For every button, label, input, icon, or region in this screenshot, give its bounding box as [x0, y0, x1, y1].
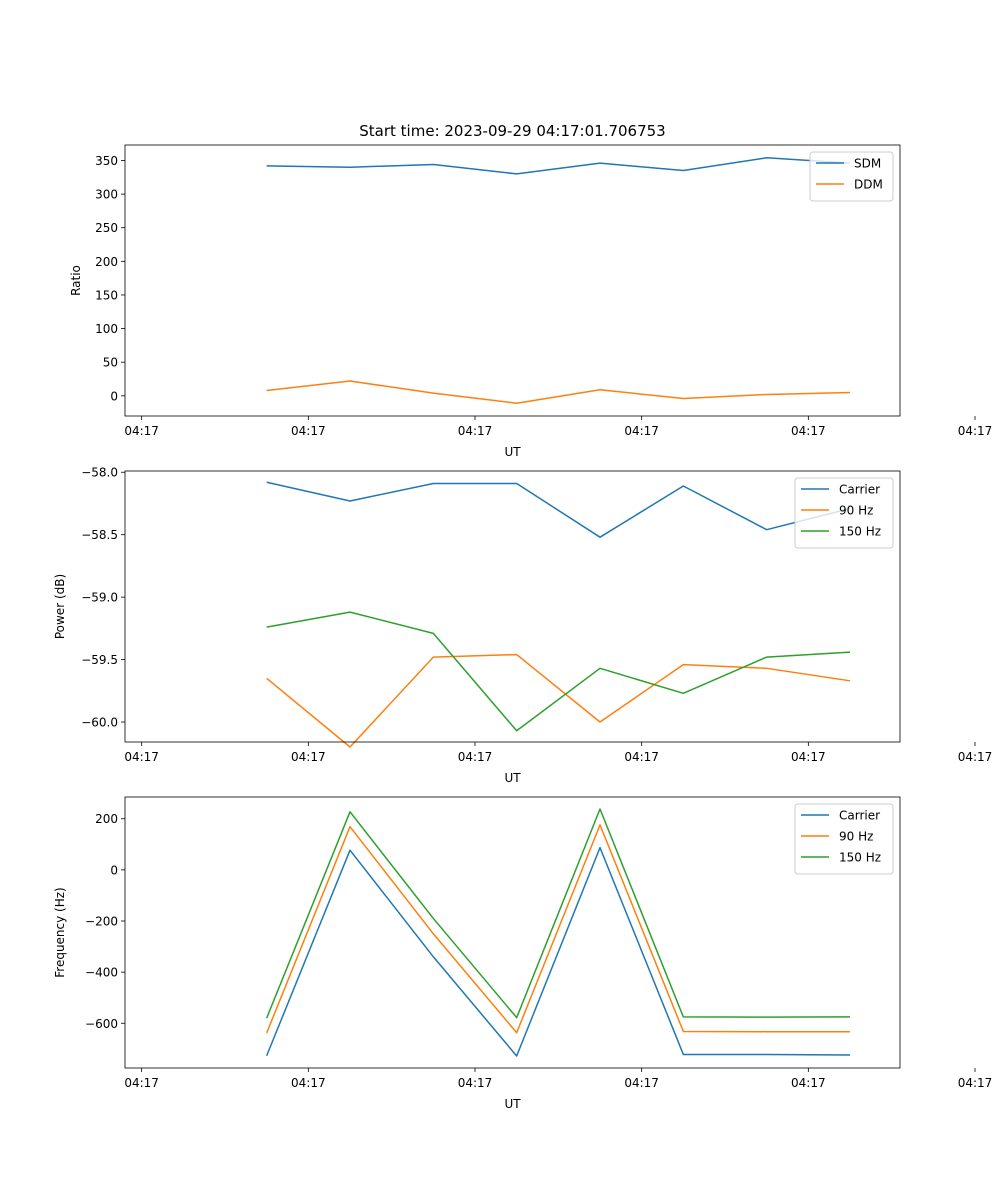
chart-panel-3: 04:1704:1704:1704:1704:1704:1704:18−600−…: [53, 796, 993, 1111]
y-tick-label: −59.0: [81, 591, 118, 605]
legend-label: DDM: [854, 178, 883, 192]
series-line-150-hz: [265, 808, 851, 1019]
x-tick-label: 04:17: [958, 1076, 993, 1090]
y-axis-label: Ratio: [69, 265, 83, 296]
series-line-carrier: [265, 846, 851, 1057]
x-axis-label: UT: [504, 771, 521, 785]
x-tick-label: 04:17: [458, 1076, 493, 1090]
axes-frame: [124, 470, 901, 743]
series-line-carrier: [266, 481, 851, 538]
y-tick-label: −58.0: [81, 466, 118, 480]
x-tick-label: 04:17: [791, 750, 826, 764]
y-tick-label: 0: [110, 863, 118, 877]
legend-label: Carrier: [839, 483, 880, 497]
series-line-sdm: [266, 157, 851, 175]
x-tick-label: 04:17: [958, 750, 993, 764]
legend: Carrier 90 Hz 150 Hz: [794, 803, 894, 875]
x-tick-label: 04:17: [291, 1076, 326, 1090]
y-tick-label: −60.0: [81, 716, 118, 730]
legend: Carrier 90 Hz 150 Hz: [794, 477, 894, 549]
y-tick-label: 250: [95, 221, 118, 235]
x-tick-label: 04:17: [624, 424, 659, 438]
legend: SDM DDM: [809, 151, 894, 202]
legend-label: 90 Hz: [839, 830, 873, 844]
plot-area: [125, 145, 900, 416]
series-line-ddm: [266, 380, 851, 404]
x-tick-label: 04:17: [291, 424, 326, 438]
legend-label: 90 Hz: [839, 504, 873, 518]
y-tick-label: 150: [95, 288, 118, 302]
y-axis-label: Frequency (Hz): [53, 887, 67, 978]
x-tick-label: 04:17: [291, 750, 326, 764]
chart-panel-1: 04:1704:1704:1704:1704:1704:1704:1805010…: [69, 144, 993, 459]
legend-label: 150 Hz: [839, 525, 881, 539]
x-tick-label: 04:17: [791, 1076, 826, 1090]
series-line-90-hz: [266, 653, 851, 748]
series-line-150-hz: [266, 611, 851, 732]
x-tick-label: 04:17: [791, 424, 826, 438]
x-axis-label: UT: [504, 1097, 521, 1111]
y-tick-label: 0: [110, 389, 118, 403]
x-tick-label: 04:17: [124, 1076, 159, 1090]
plot-area: [125, 471, 900, 742]
y-tick-label: 300: [95, 188, 118, 202]
y-tick-label: 100: [95, 322, 118, 336]
y-tick-label: 200: [95, 812, 118, 826]
figure-title: Start time: 2023-09-29 04:17:01.706753: [359, 122, 665, 140]
y-tick-label: −400: [85, 966, 118, 980]
legend-label: 150 Hz: [839, 851, 881, 865]
legend-label: Carrier: [839, 809, 880, 823]
x-tick-label: 04:17: [624, 750, 659, 764]
x-tick-label: 04:17: [124, 750, 159, 764]
plot-area: [125, 797, 900, 1068]
y-tick-label: −600: [85, 1017, 118, 1031]
axes-frame: [124, 796, 901, 1069]
y-tick-label: 50: [103, 356, 118, 370]
y-tick-label: −59.5: [81, 653, 118, 667]
x-axis-label: UT: [504, 445, 521, 459]
y-tick-label: 200: [95, 255, 118, 269]
x-tick-label: 04:17: [958, 424, 993, 438]
x-tick-label: 04:17: [124, 424, 159, 438]
y-tick-label: −200: [85, 914, 118, 928]
legend-box: [809, 151, 894, 202]
chart-panel-2: 04:1704:1704:1704:1704:1704:1704:18−60.0…: [53, 466, 993, 785]
y-tick-label: −58.5: [81, 528, 118, 542]
y-tick-label: 350: [95, 154, 118, 168]
series-line-90-hz: [265, 824, 850, 1034]
x-tick-label: 04:17: [624, 1076, 659, 1090]
legend-label: SDM: [854, 157, 881, 171]
x-tick-label: 04:17: [458, 750, 493, 764]
y-axis-label: Power (dB): [53, 574, 67, 639]
axes-frame: [124, 144, 901, 417]
x-tick-label: 04:17: [458, 424, 493, 438]
